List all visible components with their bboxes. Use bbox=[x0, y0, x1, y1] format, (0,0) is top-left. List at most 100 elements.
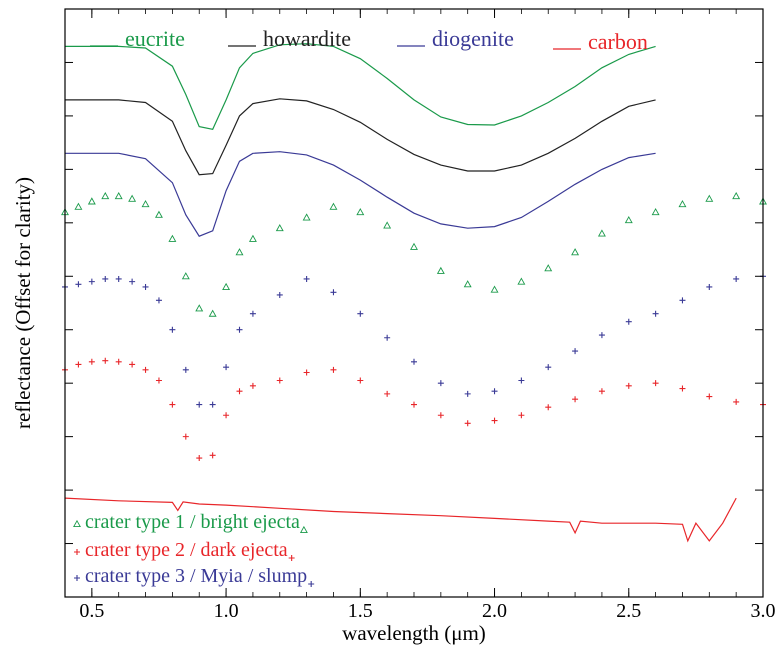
legend-label: carbon bbox=[588, 29, 648, 54]
data-point bbox=[102, 357, 109, 364]
series-line bbox=[65, 43, 656, 130]
data-point bbox=[141, 199, 150, 208]
data-point bbox=[437, 412, 444, 419]
data-point bbox=[733, 275, 740, 282]
data-point bbox=[679, 297, 686, 304]
series-howardite bbox=[65, 98, 656, 176]
data-point bbox=[410, 242, 418, 250]
data-point bbox=[114, 191, 123, 200]
data-point bbox=[572, 348, 579, 355]
data-point bbox=[330, 366, 337, 373]
data-point bbox=[195, 304, 204, 312]
x-axis-label: wavelength (μm) bbox=[342, 621, 486, 645]
data-point bbox=[464, 420, 471, 427]
data-point bbox=[222, 282, 231, 290]
data-point bbox=[490, 285, 499, 293]
data-point bbox=[706, 393, 713, 400]
plot-frame bbox=[64, 8, 764, 598]
axis-layer: 0.5 1.0 1.5 2.0 2.5 3.0 bbox=[64, 9, 776, 622]
x-tick-label: 0.5 bbox=[79, 600, 104, 622]
series-crater-type-1-bright-ejecta bbox=[61, 191, 767, 317]
legend-marker-end bbox=[308, 581, 315, 587]
data-point bbox=[276, 377, 283, 384]
data-point bbox=[142, 283, 149, 290]
data-point bbox=[571, 248, 580, 256]
data-point bbox=[87, 197, 96, 205]
data-point bbox=[356, 208, 365, 216]
data-point bbox=[597, 229, 606, 237]
series-line bbox=[65, 151, 656, 237]
data-point bbox=[383, 221, 392, 229]
data-point bbox=[209, 401, 216, 408]
legend-crater-type-1-bright-ejecta: crater type 1 / bright ejecta bbox=[73, 511, 308, 534]
data-point bbox=[208, 309, 217, 317]
series-crater-type-2-dark-ejecta bbox=[62, 357, 766, 462]
legend-label: crater type 1 / bright ejecta bbox=[85, 511, 300, 533]
legend-marker-start bbox=[73, 519, 81, 528]
legend-marker-start bbox=[74, 549, 80, 555]
data-point bbox=[651, 208, 660, 216]
data-point bbox=[155, 377, 162, 384]
data-point bbox=[223, 412, 230, 419]
data-point bbox=[168, 234, 177, 242]
data-point bbox=[436, 266, 445, 274]
data-point bbox=[733, 398, 740, 405]
legend-diogenite: diogenite bbox=[397, 26, 514, 51]
data-point bbox=[303, 369, 310, 376]
legend-crater-type-2-dark-ejecta: crater type 2 / dark ejecta bbox=[74, 539, 295, 561]
data-point bbox=[181, 272, 190, 280]
legend-label: diogenite bbox=[432, 26, 514, 51]
data-point bbox=[491, 388, 498, 395]
series-layer bbox=[61, 43, 767, 543]
data-point bbox=[625, 382, 632, 389]
data-point bbox=[463, 280, 472, 288]
data-point bbox=[235, 248, 244, 256]
data-point bbox=[196, 455, 203, 462]
data-point bbox=[275, 224, 284, 232]
data-point bbox=[276, 291, 283, 298]
legend-label: crater type 2 / dark ejecta bbox=[85, 539, 288, 561]
data-point bbox=[545, 364, 552, 371]
data-point bbox=[101, 191, 110, 200]
legend-howardite: howardite bbox=[228, 26, 351, 51]
data-point bbox=[182, 366, 189, 373]
data-point bbox=[236, 388, 243, 395]
data-point bbox=[464, 390, 471, 397]
series-line bbox=[64, 497, 737, 543]
x-tick-label: 2.0 bbox=[482, 600, 507, 622]
data-point bbox=[384, 390, 391, 397]
data-point bbox=[169, 401, 176, 408]
data-point bbox=[678, 199, 687, 208]
data-point bbox=[88, 278, 95, 285]
data-point bbox=[302, 213, 311, 221]
series-line bbox=[65, 98, 656, 176]
data-point bbox=[518, 377, 525, 384]
data-point bbox=[705, 194, 714, 202]
data-point bbox=[129, 361, 136, 368]
data-point bbox=[652, 380, 659, 387]
series-diogenite bbox=[65, 151, 656, 237]
data-point bbox=[248, 234, 257, 242]
data-point bbox=[75, 281, 82, 288]
data-point bbox=[74, 202, 83, 210]
legend-label: howardite bbox=[263, 26, 351, 51]
data-point bbox=[652, 310, 659, 317]
data-point bbox=[545, 404, 552, 411]
data-point bbox=[329, 202, 338, 210]
data-point bbox=[115, 358, 122, 365]
data-point bbox=[75, 361, 82, 368]
series-crater-type-3-myia-slump bbox=[62, 273, 766, 408]
legend-marker-start bbox=[74, 575, 80, 581]
x-tick-label: 1.5 bbox=[348, 600, 373, 622]
series-carbon bbox=[64, 497, 737, 543]
data-point bbox=[572, 396, 579, 403]
data-point bbox=[357, 377, 364, 384]
data-point bbox=[303, 275, 310, 282]
data-point bbox=[330, 289, 337, 296]
data-point bbox=[598, 388, 605, 395]
data-point bbox=[679, 385, 686, 392]
data-point bbox=[706, 283, 713, 290]
data-point bbox=[384, 334, 391, 341]
